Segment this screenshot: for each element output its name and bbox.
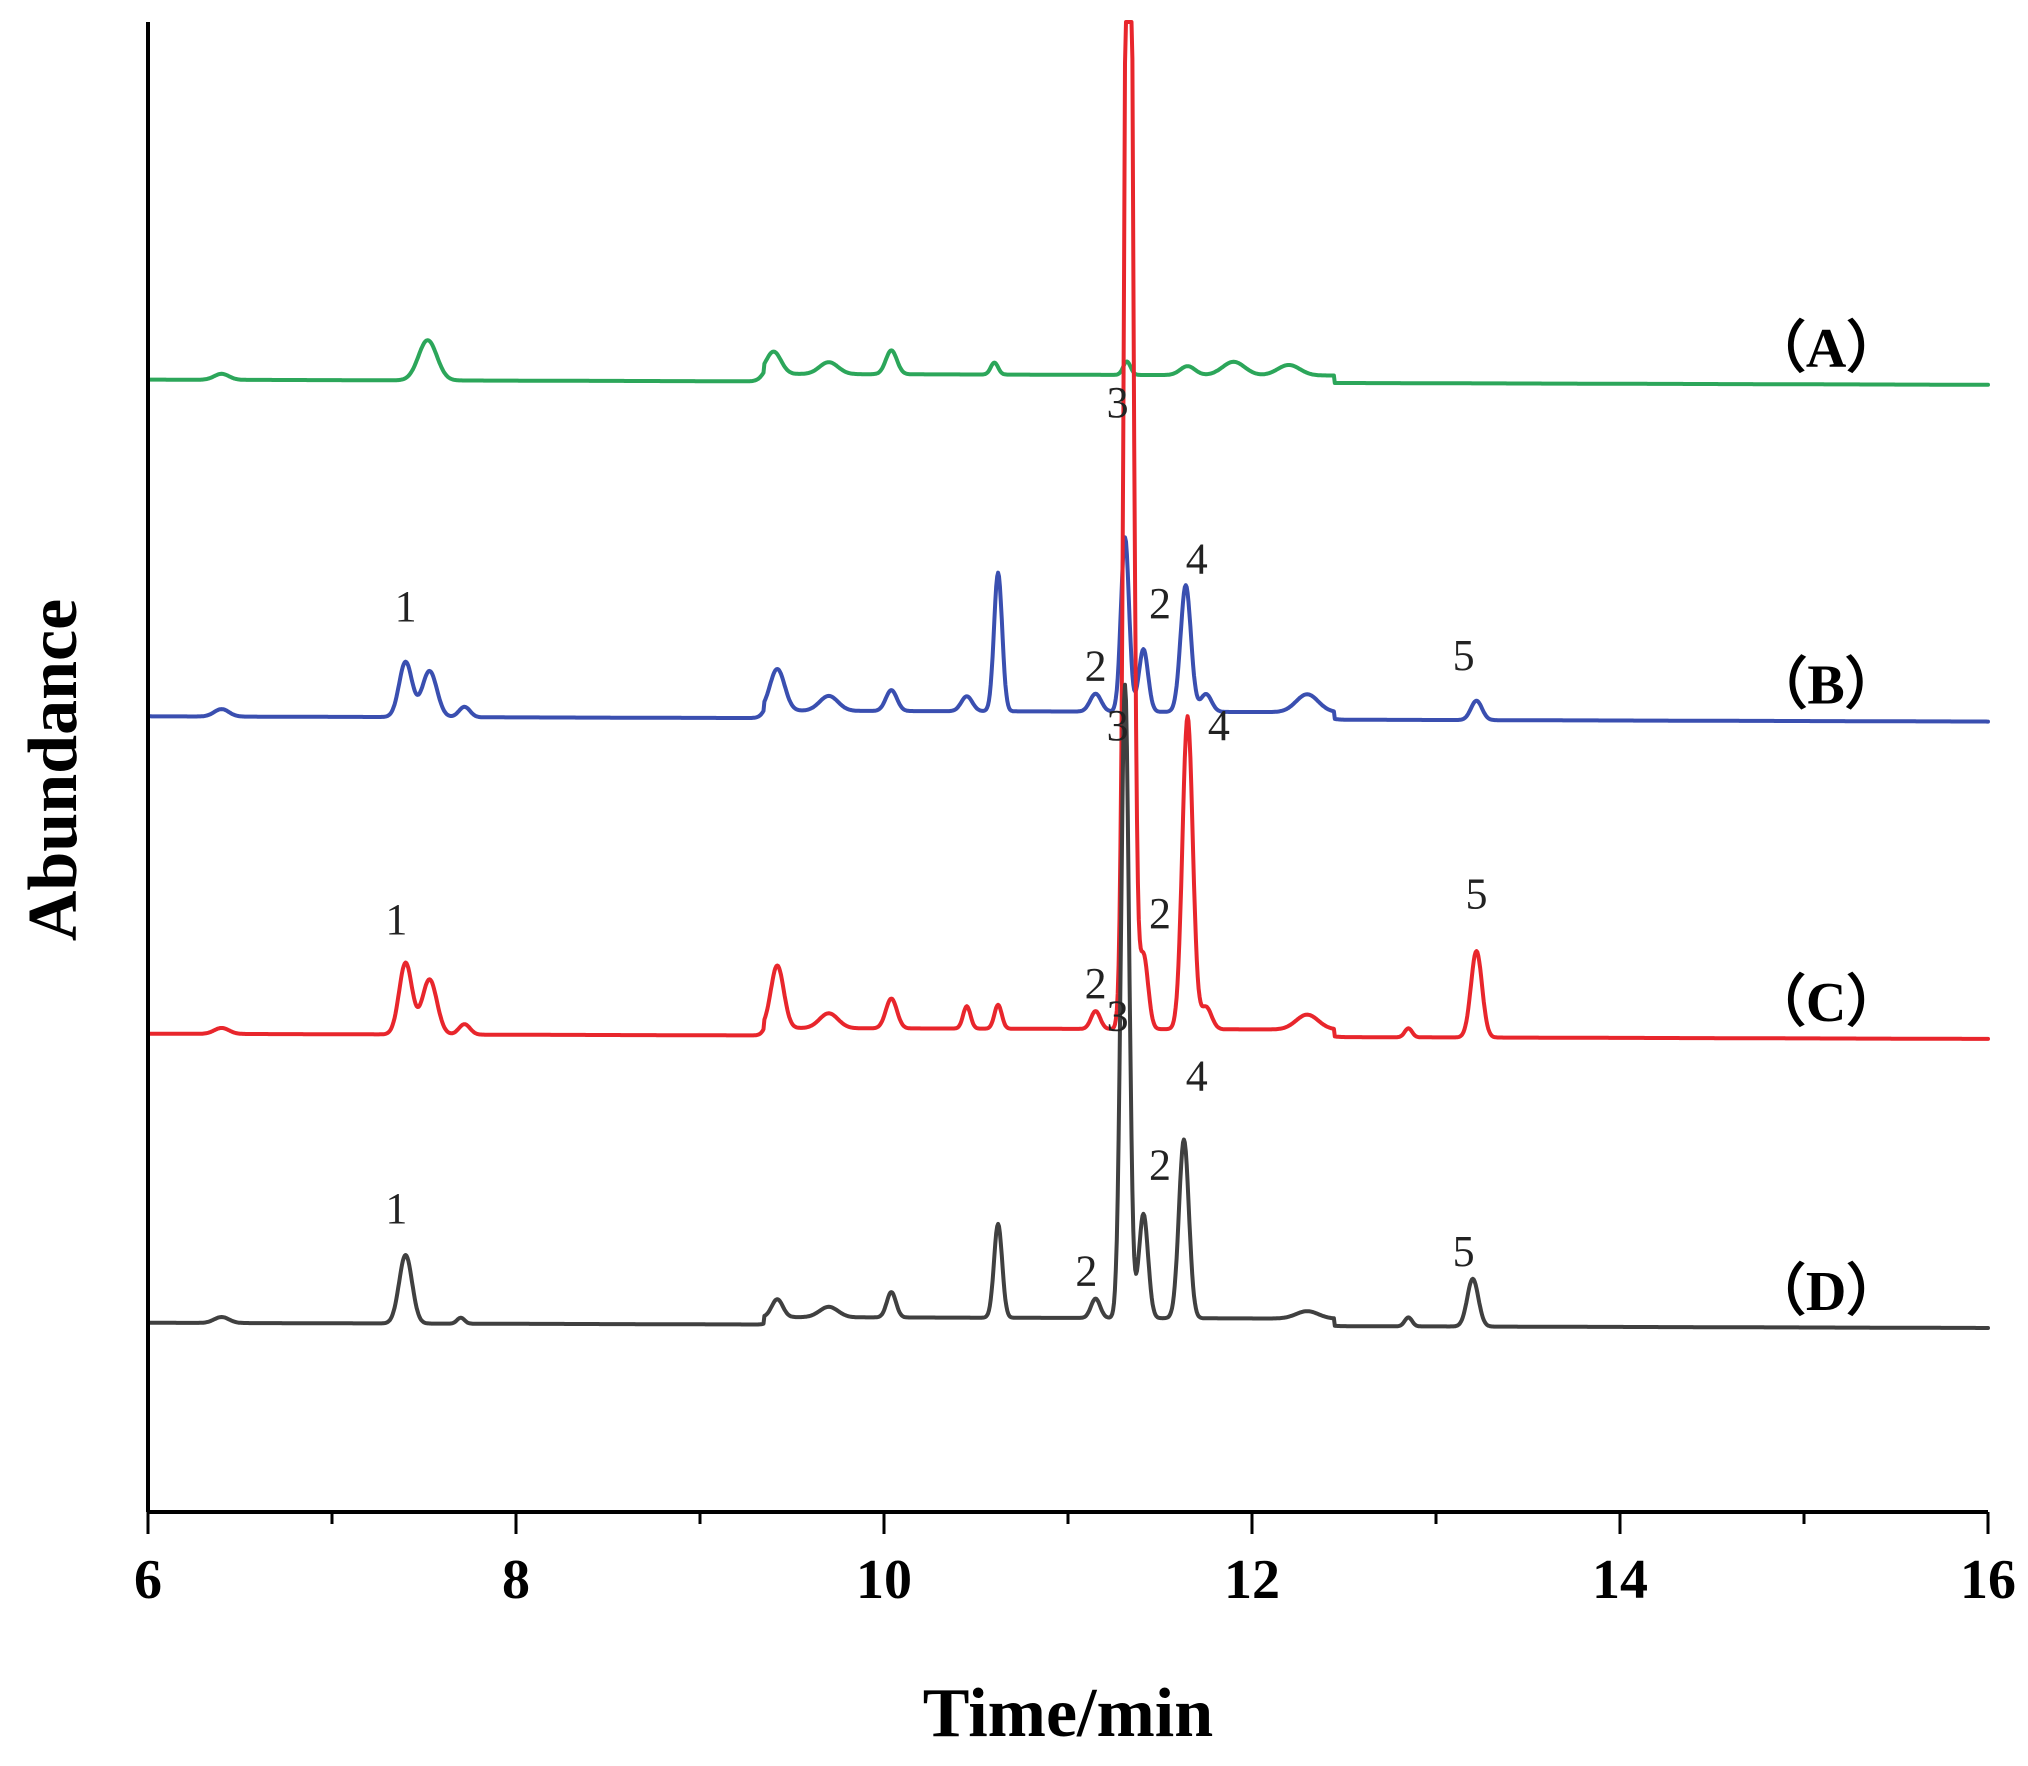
- series-label: （C）: [1750, 971, 1902, 1034]
- peak-label: 5: [1453, 631, 1475, 680]
- x-tick-label: 14: [1592, 1549, 1648, 1611]
- peak-label: 1: [385, 895, 407, 944]
- peak-label: 4: [1208, 701, 1230, 750]
- peak-label: 2: [1149, 579, 1171, 628]
- x-axis-title: Time/min: [923, 1675, 1213, 1752]
- y-axis-title: Abundance: [15, 599, 92, 941]
- series-label: （A）: [1750, 317, 1902, 380]
- x-tick-label: 12: [1224, 1549, 1280, 1611]
- trace-series-3: [146, 20, 1990, 1041]
- peak-label: 2: [1149, 1141, 1171, 1190]
- x-tick-label: 8: [502, 1549, 530, 1611]
- peak-label: 2: [1085, 642, 1107, 691]
- series-labels: （A） （B） （C） （D）: [1750, 317, 1902, 1323]
- series-label: （D）: [1750, 1260, 1902, 1323]
- peak-label: 2: [1149, 889, 1171, 938]
- trace-series-4: [146, 682, 1990, 1330]
- chromatogram-traces: [146, 20, 1990, 1330]
- x-tick-label: 10: [856, 1549, 912, 1611]
- x-tick-label: 6: [134, 1549, 162, 1611]
- peak-label: 5: [1453, 1227, 1475, 1276]
- x-axis-ticks: 6 8 10 12 14 16: [134, 1512, 2016, 1611]
- trace-series-2: [146, 535, 1990, 724]
- peak-label: 1: [385, 1184, 407, 1233]
- trace-series-1: [146, 338, 1990, 387]
- peak-label: 4: [1186, 534, 1208, 583]
- peak-label: 2: [1085, 959, 1107, 1008]
- x-tick-label: 16: [1960, 1549, 2016, 1611]
- peak-label: 3: [1107, 701, 1129, 750]
- peak-label: 3: [1107, 378, 1129, 427]
- series-label: （B）: [1751, 654, 1900, 717]
- peak-label: 2: [1075, 1247, 1097, 1296]
- peak-label: 1: [395, 582, 417, 631]
- peak-label: 5: [1465, 870, 1487, 919]
- peak-label: 4: [1186, 1051, 1208, 1100]
- peak-label: 3: [1107, 992, 1129, 1041]
